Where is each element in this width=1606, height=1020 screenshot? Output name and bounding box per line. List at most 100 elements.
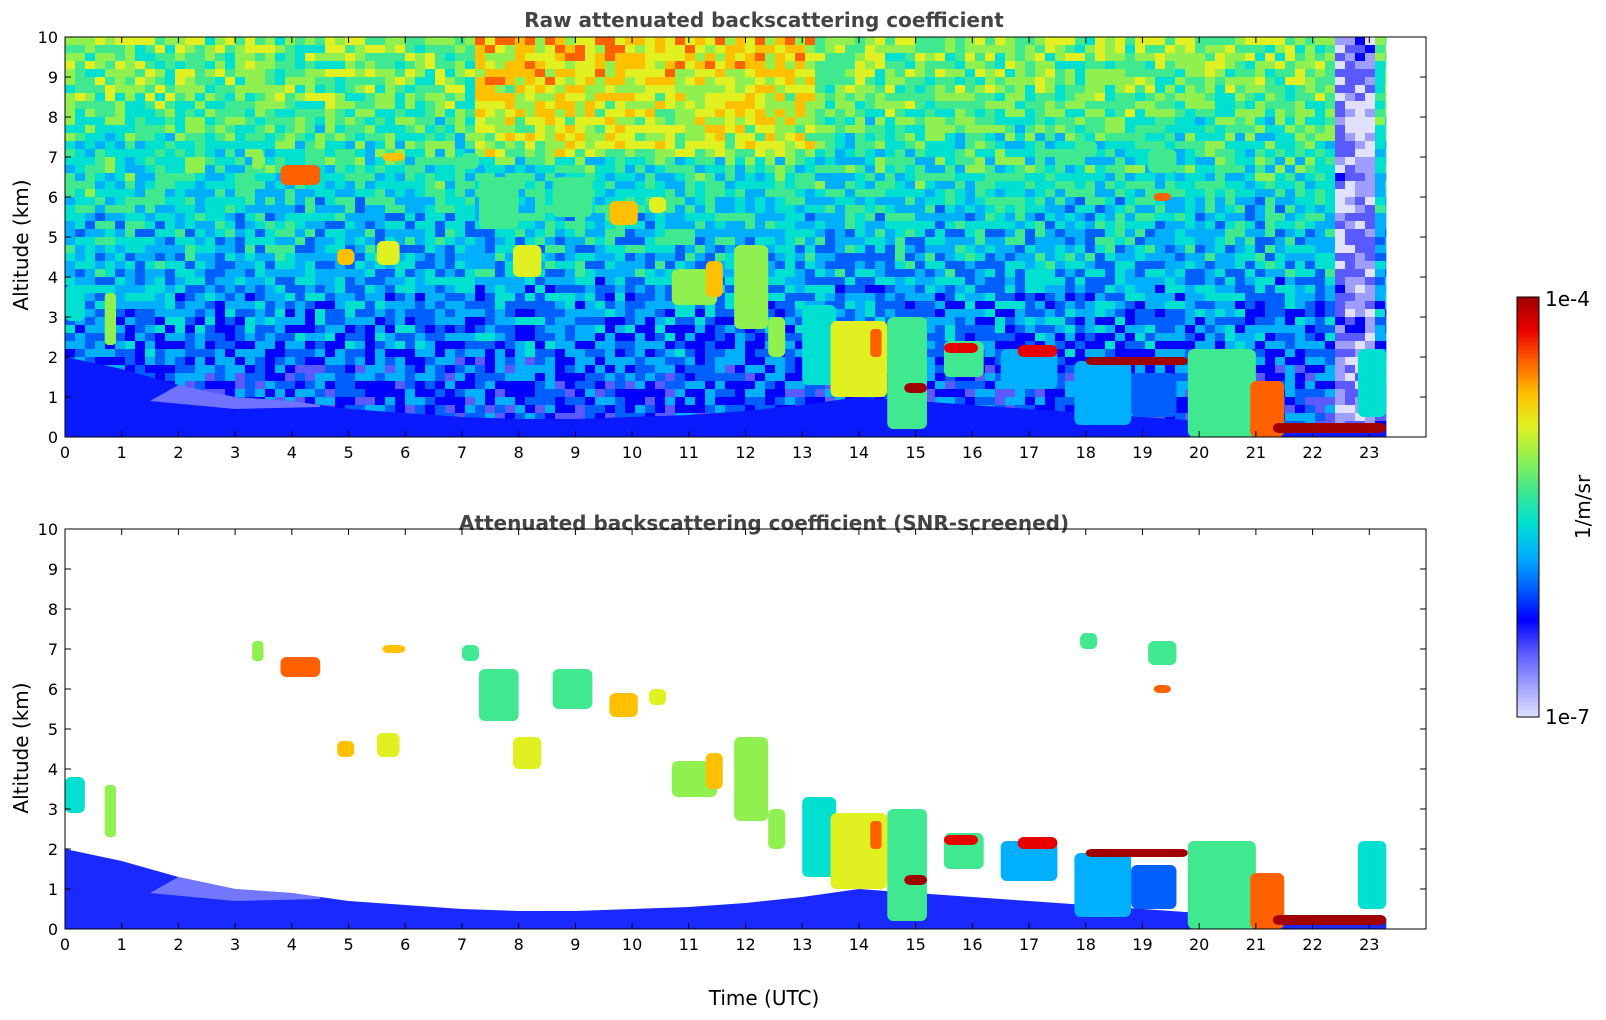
noise-cell <box>905 229 915 237</box>
noise-cell <box>1055 293 1065 301</box>
noise-cell <box>545 133 555 141</box>
noise-cell <box>805 253 815 261</box>
noise-cell <box>965 189 975 197</box>
noise-cell <box>755 389 765 397</box>
noise-cell <box>1055 101 1065 109</box>
noise-cell <box>705 381 715 389</box>
noise-cell <box>515 85 525 93</box>
noise-cell <box>605 149 615 157</box>
noise-cell <box>495 389 505 397</box>
noise-cell <box>165 45 175 53</box>
noise-cell <box>625 245 635 253</box>
noise-cell <box>975 133 985 141</box>
noise-cell <box>255 85 265 93</box>
noise-cell <box>805 37 815 45</box>
noise-cell <box>425 213 435 221</box>
noise-cell <box>995 325 1005 333</box>
noise-cell <box>615 53 625 61</box>
noise-cell <box>725 101 735 109</box>
noise-cell <box>345 133 355 141</box>
noise-cell <box>445 381 455 389</box>
noise-cell <box>145 109 155 117</box>
noise-cell <box>85 309 95 317</box>
noise-cell <box>975 117 985 125</box>
noise-cell <box>425 301 435 309</box>
noise-cell <box>185 213 195 221</box>
noise-cell <box>405 405 415 413</box>
noise-cell <box>645 69 655 77</box>
noise-cell <box>335 293 345 301</box>
noise-cell <box>875 93 885 101</box>
noise-cell <box>555 69 565 77</box>
noise-cell <box>965 205 975 213</box>
noise-cell <box>1015 221 1025 229</box>
noise-cell <box>965 221 975 229</box>
noise-cell <box>445 189 455 197</box>
noise-cell <box>295 277 305 285</box>
noise-cell <box>455 301 465 309</box>
noise-cell <box>625 269 635 277</box>
noise-cell <box>165 109 175 117</box>
noise-cell <box>605 173 615 181</box>
noise-cell <box>185 165 195 173</box>
noise-cell <box>265 365 275 373</box>
noise-cell <box>125 53 135 61</box>
noise-cell <box>1025 229 1035 237</box>
noise-cell <box>715 389 725 397</box>
noise-cell <box>335 117 345 125</box>
noise-cell <box>175 165 185 173</box>
noise-cell <box>475 133 485 141</box>
noise-cell <box>205 173 215 181</box>
noise-cell <box>635 381 645 389</box>
noise-cell <box>945 125 955 133</box>
noise-cell <box>345 365 355 373</box>
noise-cell <box>955 261 965 269</box>
noise-cell <box>65 317 75 325</box>
noise-cell <box>735 397 745 405</box>
noise-cell <box>915 45 925 53</box>
noise-cell <box>165 181 175 189</box>
noise-cell <box>245 133 255 141</box>
noise-cell <box>165 205 175 213</box>
noise-cell <box>395 165 405 173</box>
noise-cell <box>485 261 495 269</box>
noise-cell <box>265 341 275 349</box>
noise-cell <box>805 261 815 269</box>
noise-cell <box>285 293 295 301</box>
noise-cell <box>115 45 125 53</box>
noise-cell <box>925 133 935 141</box>
noise-cell <box>535 165 545 173</box>
noise-cell <box>765 373 775 381</box>
noise-cell <box>735 149 745 157</box>
noise-cell <box>195 213 205 221</box>
noise-cell <box>925 365 935 373</box>
noise-cell <box>445 197 455 205</box>
noise-cell <box>295 301 305 309</box>
noise-cell <box>485 229 495 237</box>
noise-cell <box>665 117 675 125</box>
noise-cell <box>555 325 565 333</box>
noise-cell <box>605 309 615 317</box>
noise-cell <box>825 61 835 69</box>
noise-cell <box>345 165 355 173</box>
noise-cell <box>195 237 205 245</box>
noise-cell <box>135 141 145 149</box>
noise-cell <box>685 149 695 157</box>
noise-cell <box>135 101 145 109</box>
noise-cell <box>935 61 945 69</box>
noise-cell <box>955 157 965 165</box>
noise-cell <box>565 253 575 261</box>
noise-cell <box>135 157 145 165</box>
noise-cell <box>225 237 235 245</box>
noise-cell <box>285 261 295 269</box>
noise-cell <box>835 301 845 309</box>
noise-cell <box>345 37 355 45</box>
noise-cell <box>775 141 785 149</box>
noise-cell <box>385 285 395 293</box>
noise-cell <box>375 165 385 173</box>
noise-cell <box>365 173 375 181</box>
noise-cell <box>425 277 435 285</box>
noise-cell <box>115 85 125 93</box>
noise-cell <box>375 197 385 205</box>
noise-cell <box>715 221 725 229</box>
